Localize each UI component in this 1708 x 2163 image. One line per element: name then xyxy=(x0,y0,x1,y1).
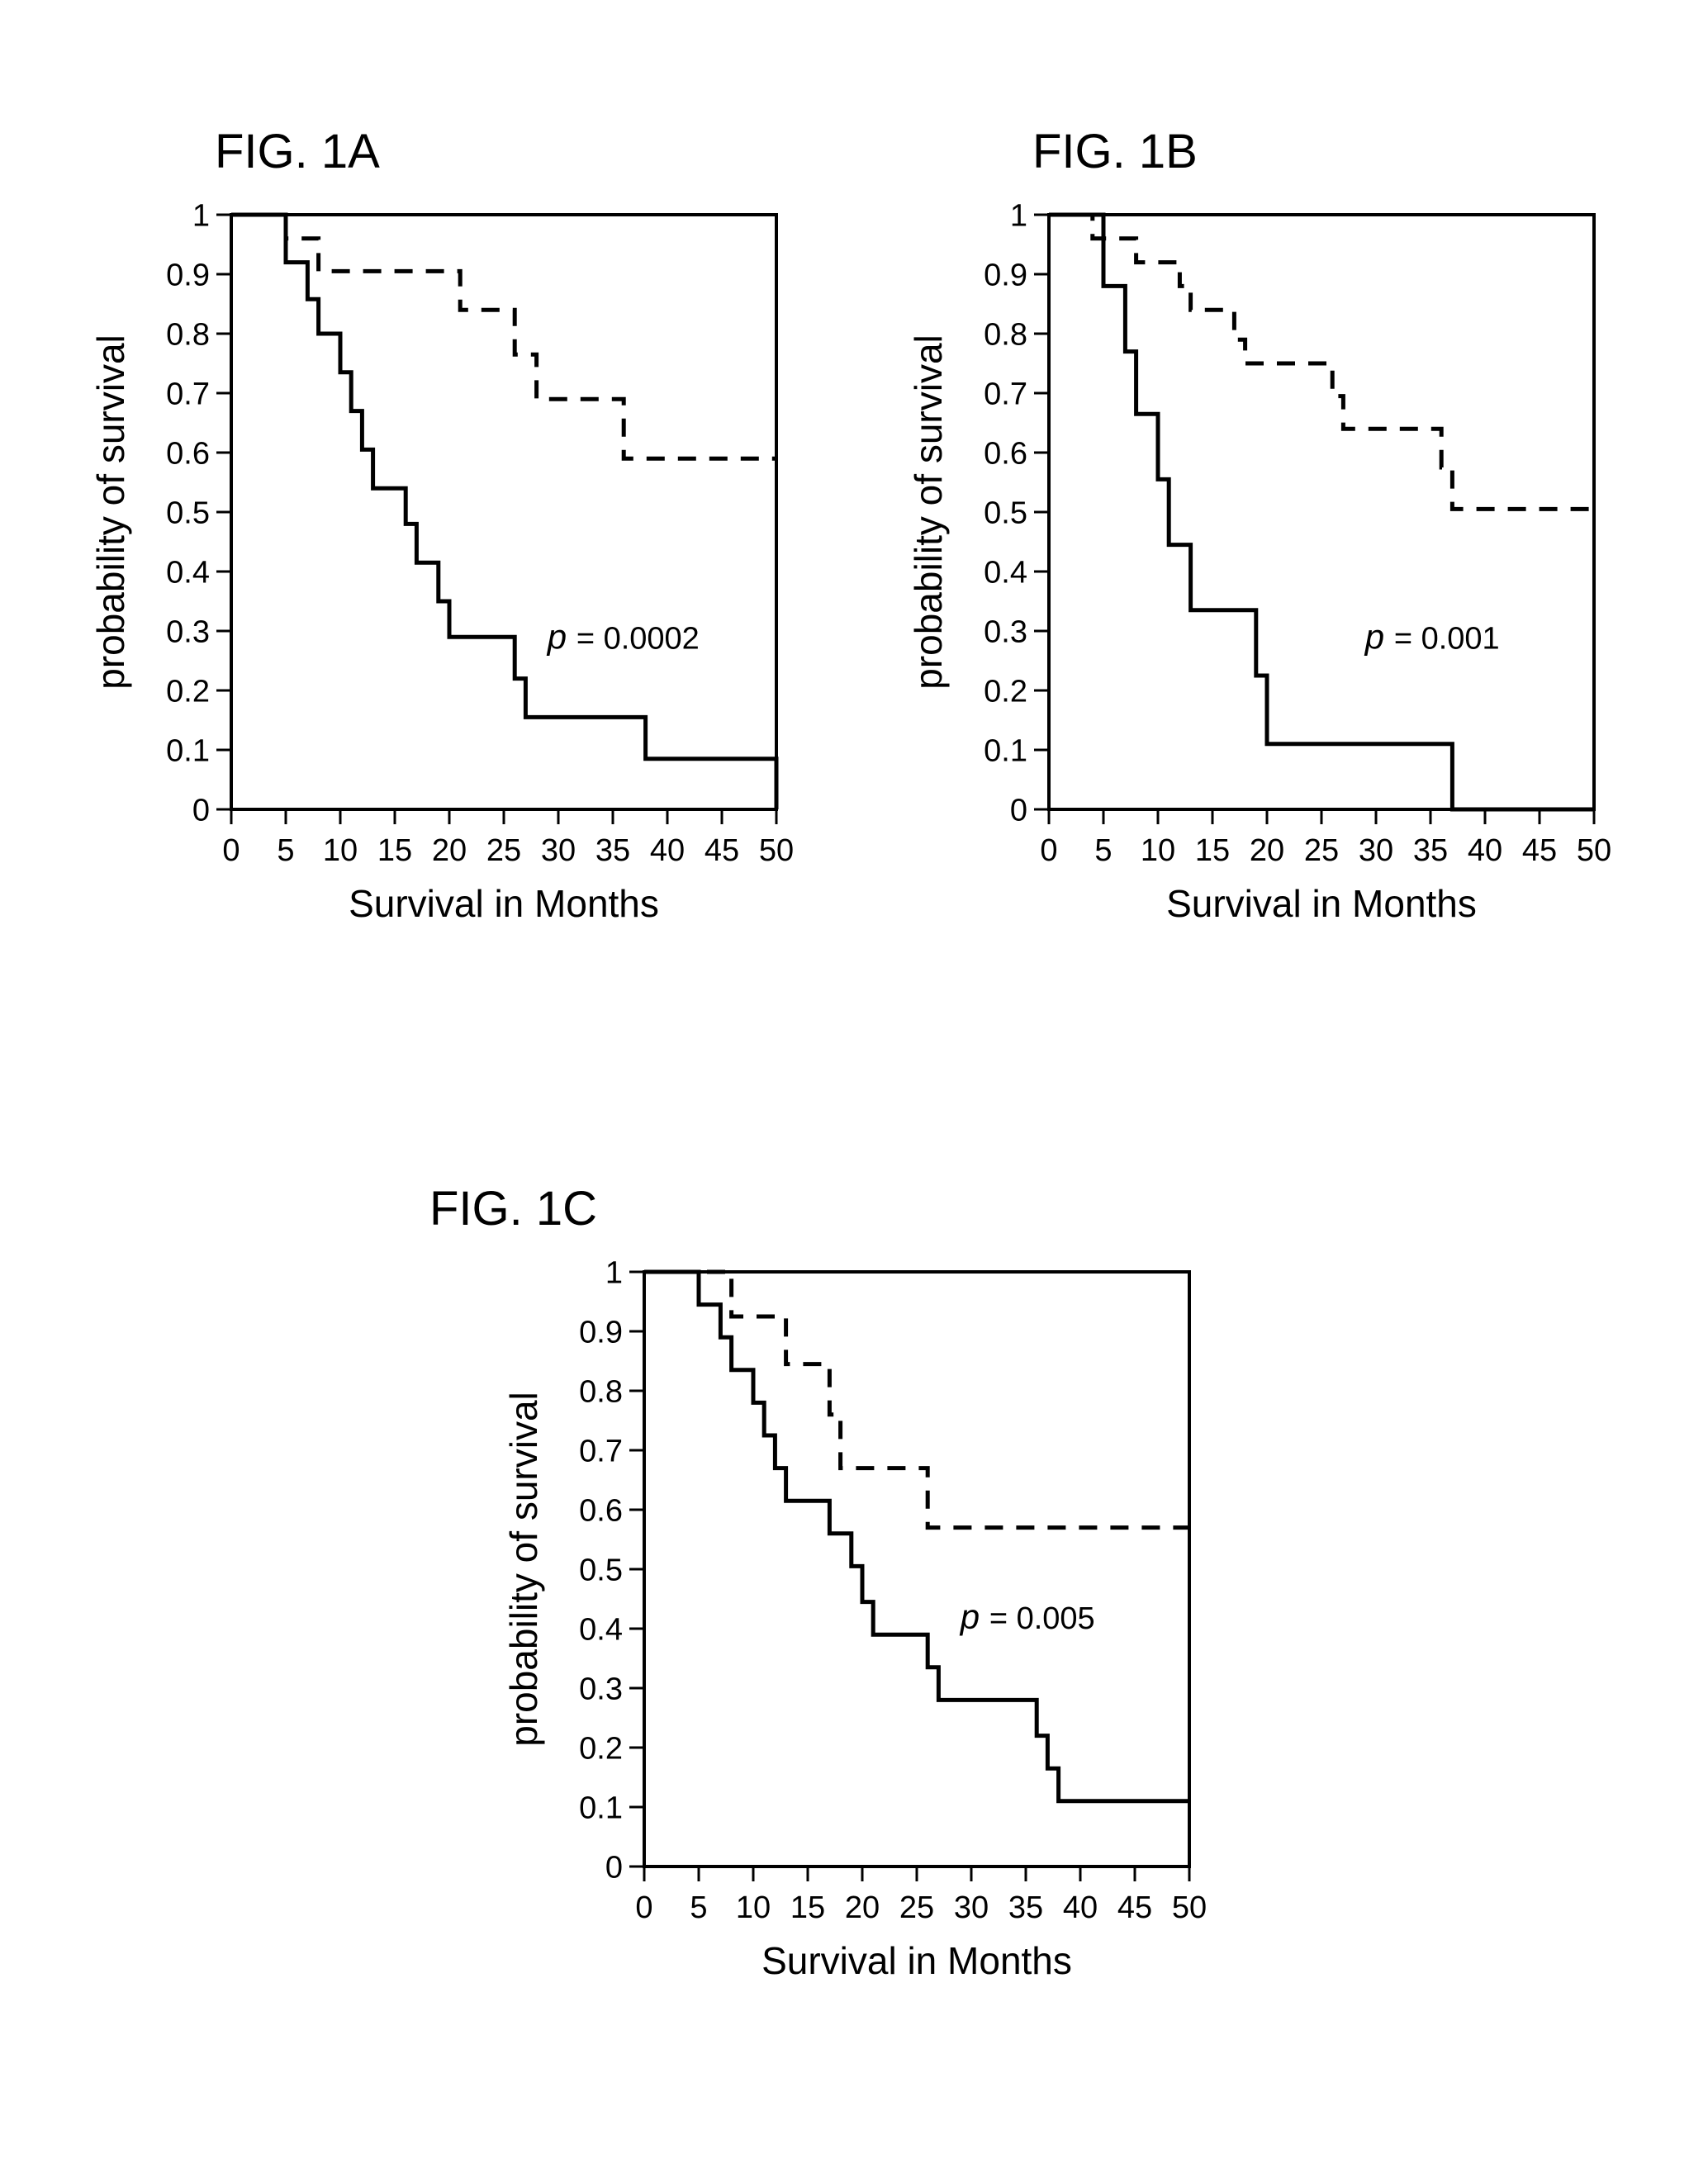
chart-1b: 00.10.20.30.40.50.60.70.80.9105101520253… xyxy=(909,182,1652,1008)
svg-text:0.7: 0.7 xyxy=(166,377,210,412)
y-axis-label: probability of survival xyxy=(909,334,950,690)
svg-text:10: 10 xyxy=(736,1890,771,1925)
svg-text:0: 0 xyxy=(1040,833,1057,868)
y-axis-label: probability of survival xyxy=(91,334,132,690)
svg-text:0: 0 xyxy=(605,1851,623,1886)
svg-text:20: 20 xyxy=(1250,833,1284,868)
svg-text:25: 25 xyxy=(486,833,521,868)
svg-text:0.7: 0.7 xyxy=(579,1435,623,1469)
svg-text:15: 15 xyxy=(377,833,412,868)
svg-text:5: 5 xyxy=(1094,833,1112,868)
svg-text:0.6: 0.6 xyxy=(166,437,210,472)
svg-text:45: 45 xyxy=(1117,1890,1152,1925)
y-axis-label: probability of survival xyxy=(504,1392,545,1747)
svg-text:0.5: 0.5 xyxy=(166,496,210,531)
survival-curve-dashed xyxy=(644,1272,1189,1528)
svg-text:0: 0 xyxy=(1010,794,1027,828)
svg-text:0.4: 0.4 xyxy=(166,556,210,591)
svg-text:25: 25 xyxy=(1304,833,1339,868)
chart-1c: 00.10.20.30.40.50.60.70.80.9105101520253… xyxy=(504,1239,1247,2065)
fig-1c-title: FIG. 1C xyxy=(429,1181,597,1236)
x-axis-label: Survival in Months xyxy=(1166,882,1477,925)
p-value-annotation: p = 0.001 xyxy=(1364,618,1500,657)
svg-text:0.2: 0.2 xyxy=(984,675,1027,709)
survival-curve-solid xyxy=(644,1272,1189,1801)
survival-curve-dashed xyxy=(231,215,776,458)
svg-text:0.3: 0.3 xyxy=(166,615,210,650)
x-axis-label: Survival in Months xyxy=(761,1939,1072,1982)
svg-text:0.6: 0.6 xyxy=(984,437,1027,472)
svg-text:0.1: 0.1 xyxy=(579,1791,623,1826)
svg-text:50: 50 xyxy=(759,833,794,868)
svg-text:0.3: 0.3 xyxy=(579,1672,623,1707)
svg-text:10: 10 xyxy=(1141,833,1175,868)
svg-text:45: 45 xyxy=(705,833,739,868)
survival-curve-solid xyxy=(1049,215,1594,809)
svg-text:0.9: 0.9 xyxy=(984,259,1027,293)
svg-text:0: 0 xyxy=(222,833,240,868)
svg-text:30: 30 xyxy=(954,1890,989,1925)
svg-text:25: 25 xyxy=(899,1890,934,1925)
svg-text:0: 0 xyxy=(192,794,210,828)
svg-text:0.1: 0.1 xyxy=(166,734,210,769)
svg-text:0.6: 0.6 xyxy=(579,1494,623,1529)
svg-text:15: 15 xyxy=(790,1890,825,1925)
svg-text:0.4: 0.4 xyxy=(579,1613,623,1648)
plot-border xyxy=(644,1272,1189,1867)
svg-text:50: 50 xyxy=(1577,833,1611,868)
plot-border xyxy=(1049,215,1594,809)
svg-text:10: 10 xyxy=(323,833,358,868)
svg-text:0: 0 xyxy=(635,1890,652,1925)
p-value-annotation: p = 0.005 xyxy=(959,1597,1095,1636)
panel-fig-1b: 00.10.20.30.40.50.60.70.80.9105101520253… xyxy=(909,182,1652,1008)
p-value-annotation: p = 0.0002 xyxy=(546,618,700,657)
svg-text:15: 15 xyxy=(1195,833,1230,868)
svg-text:20: 20 xyxy=(845,1890,880,1925)
panel-fig-1a: 00.10.20.30.40.50.60.70.80.9105101520253… xyxy=(91,182,834,1008)
svg-text:0.5: 0.5 xyxy=(984,496,1027,531)
svg-text:35: 35 xyxy=(1413,833,1448,868)
svg-text:30: 30 xyxy=(541,833,576,868)
svg-text:40: 40 xyxy=(1468,833,1502,868)
svg-text:0.4: 0.4 xyxy=(984,556,1027,591)
survival-curve-solid xyxy=(231,215,776,809)
svg-text:30: 30 xyxy=(1359,833,1393,868)
svg-text:0.9: 0.9 xyxy=(166,259,210,293)
svg-text:0.2: 0.2 xyxy=(166,675,210,709)
svg-text:1: 1 xyxy=(192,199,210,234)
svg-text:50: 50 xyxy=(1172,1890,1207,1925)
fig-1a-title: FIG. 1A xyxy=(215,124,380,179)
fig-1b-title: FIG. 1B xyxy=(1032,124,1198,179)
svg-text:5: 5 xyxy=(277,833,294,868)
survival-curve-dashed xyxy=(1049,215,1594,509)
svg-text:40: 40 xyxy=(650,833,685,868)
svg-text:35: 35 xyxy=(595,833,630,868)
svg-text:0.1: 0.1 xyxy=(984,734,1027,769)
svg-text:5: 5 xyxy=(690,1890,707,1925)
svg-text:40: 40 xyxy=(1063,1890,1098,1925)
svg-text:1: 1 xyxy=(1010,199,1027,234)
svg-text:0.8: 0.8 xyxy=(579,1375,623,1410)
svg-text:0.7: 0.7 xyxy=(984,377,1027,412)
svg-text:45: 45 xyxy=(1522,833,1557,868)
panel-fig-1c: 00.10.20.30.40.50.60.70.80.9105101520253… xyxy=(504,1239,1247,2065)
svg-text:0.8: 0.8 xyxy=(984,318,1027,353)
svg-text:35: 35 xyxy=(1008,1890,1043,1925)
svg-text:0.3: 0.3 xyxy=(984,615,1027,650)
x-axis-label: Survival in Months xyxy=(349,882,659,925)
chart-1a: 00.10.20.30.40.50.60.70.80.9105101520253… xyxy=(91,182,834,1008)
svg-text:20: 20 xyxy=(432,833,467,868)
svg-text:0.8: 0.8 xyxy=(166,318,210,353)
svg-text:0.2: 0.2 xyxy=(579,1732,623,1767)
svg-text:0.9: 0.9 xyxy=(579,1316,623,1350)
svg-text:1: 1 xyxy=(605,1256,623,1291)
plot-border xyxy=(231,215,776,809)
svg-text:0.5: 0.5 xyxy=(579,1553,623,1588)
